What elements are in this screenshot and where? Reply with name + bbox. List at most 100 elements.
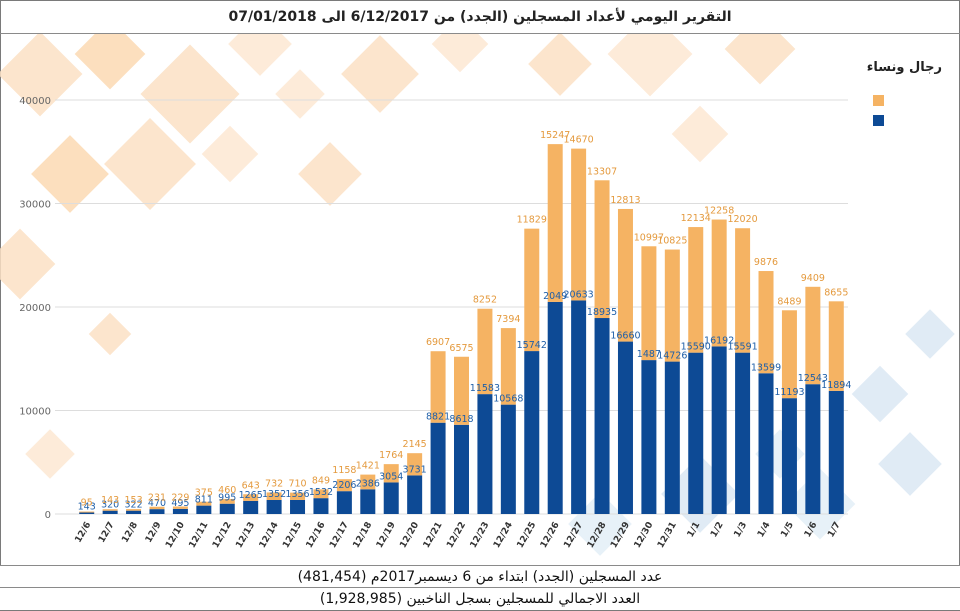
bar-women	[781, 310, 797, 399]
bar-women	[571, 148, 587, 301]
background-diamond	[104, 118, 196, 210]
bar-men	[383, 482, 399, 514]
data-label-men: 13599	[751, 362, 781, 373]
data-label-women: 231	[148, 493, 166, 504]
x-tick-label: 12/20	[398, 521, 421, 551]
data-label-men: 811	[195, 495, 213, 506]
data-label-men: 322	[124, 500, 142, 511]
bar-men	[805, 384, 821, 514]
data-label-men: 16192	[704, 335, 734, 346]
data-label-women: 375	[195, 488, 213, 499]
data-label-men: 1265	[239, 490, 263, 501]
bar-men	[758, 373, 774, 514]
data-label-men: 11894	[821, 380, 851, 391]
data-label-women: 6575	[449, 343, 473, 354]
bar-women	[219, 498, 235, 504]
data-label-women: 8655	[824, 287, 848, 298]
bar-women	[430, 351, 446, 423]
bar-women	[313, 489, 329, 499]
x-tick-label: 12/13	[234, 521, 257, 551]
legend-swatch-men	[873, 115, 884, 126]
data-label-women: 13307	[587, 166, 617, 177]
x-tick-label: 12/6	[74, 521, 94, 545]
x-tick-label: 12/21	[422, 521, 445, 551]
x-tick-label: 1/3	[733, 521, 750, 540]
background-diamond	[25, 429, 75, 479]
data-label-women: 143	[101, 495, 119, 506]
x-tick-label: 12/9	[144, 521, 164, 545]
x-tick-label: 12/19	[375, 521, 398, 551]
bar-women	[500, 328, 516, 405]
background-diamond	[88, 312, 132, 356]
bar-women	[172, 506, 188, 509]
bar-women	[828, 301, 844, 391]
data-label-women: 10997	[634, 232, 664, 243]
y-tick-label: 40000	[19, 96, 51, 107]
data-label-women: 460	[218, 485, 236, 496]
bar-men	[781, 398, 797, 514]
data-label-men: 2206	[332, 480, 356, 491]
data-label-men: 995	[218, 493, 236, 504]
legend-swatch-women	[873, 95, 884, 106]
data-label-men: 15742	[517, 340, 547, 351]
bar-men	[454, 424, 469, 514]
data-label-women: 8489	[777, 296, 801, 307]
data-label-men: 470	[148, 498, 166, 509]
background-diamond	[671, 105, 729, 163]
title-divider	[0, 33, 960, 34]
data-label-men: 3731	[403, 464, 427, 475]
bar-men	[360, 489, 376, 514]
x-tick-label: 1/5	[779, 521, 796, 540]
bar-women	[243, 494, 259, 501]
y-tick-label: 0	[45, 510, 51, 521]
background-diamond	[31, 135, 109, 213]
bar-men	[336, 491, 352, 514]
x-tick-label: 12/7	[97, 521, 117, 545]
bar-men	[571, 300, 587, 514]
x-tick-label: 1/2	[709, 521, 726, 540]
bar-men	[290, 499, 306, 514]
bar-men	[243, 500, 259, 514]
background-diamond	[140, 44, 240, 144]
bar-women	[805, 286, 821, 385]
bar-men	[407, 475, 423, 514]
bar-men	[594, 318, 610, 514]
data-label-women: 1764	[379, 450, 403, 461]
x-tick-label: 12/10	[164, 521, 187, 551]
x-tick-label: 1/4	[756, 521, 773, 540]
bar-women	[594, 180, 610, 319]
background-diamond	[0, 34, 83, 117]
data-label-women: 6907	[426, 337, 450, 348]
chart-title: التقرير اليومي لأعداد المسجلين (الجدد) م…	[228, 9, 732, 25]
data-label-women: 12020	[727, 214, 757, 225]
data-label-men: 1487	[637, 349, 661, 360]
x-tick-label: 12/14	[258, 521, 281, 551]
data-label-men: 8618	[449, 414, 473, 425]
bar-men	[477, 394, 493, 514]
background-diamond	[228, 34, 292, 76]
bar-men	[126, 510, 142, 514]
data-label-women: 9876	[754, 257, 778, 268]
data-label-women: 12813	[610, 195, 640, 206]
bar-women	[266, 492, 282, 501]
x-tick-label: 12/15	[281, 521, 304, 551]
bar-women	[383, 464, 399, 483]
data-label-women: 12134	[681, 213, 711, 224]
bar-women	[360, 474, 376, 490]
background-diamond	[74, 34, 146, 90]
data-label-men: 1532	[309, 487, 333, 498]
y-tick-label: 20000	[19, 303, 51, 314]
bar-men	[547, 301, 563, 514]
data-label-men: 8821	[426, 412, 450, 423]
bar-men	[664, 361, 680, 514]
bar-women	[290, 492, 306, 500]
bar-women	[547, 144, 563, 302]
x-axis-ticks: 12/6 12/7 12/8 12/9 12/10 12/11 12/12 12/13 12/1…	[74, 521, 843, 551]
bar-women	[735, 228, 751, 353]
data-label-men: 1352	[262, 489, 286, 500]
data-label-women: 15247	[540, 130, 570, 141]
data-label-women: 7394	[496, 314, 520, 325]
bar-men	[79, 512, 95, 514]
